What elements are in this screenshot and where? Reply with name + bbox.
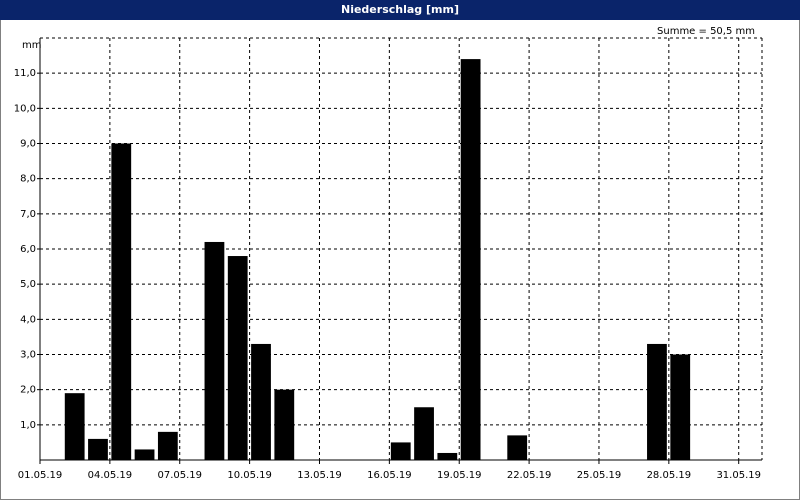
x-tick-label: 13.05.19 <box>297 470 342 481</box>
x-tick-label: 01.05.19 <box>18 470 63 481</box>
bar <box>414 407 434 460</box>
y-tick-label: 7,0 <box>20 209 36 220</box>
y-tick-label: 11,0 <box>14 68 36 79</box>
y-tick-label: 2,0 <box>20 385 36 396</box>
title-bar <box>0 0 800 20</box>
x-tick-label: 28.05.19 <box>647 470 692 481</box>
y-axis-label: mm <box>22 40 41 51</box>
annotation: Summe = 50,5 mm <box>657 26 755 37</box>
x-tick-label: 07.05.19 <box>157 470 202 481</box>
x-tick-label: 22.05.19 <box>507 470 552 481</box>
bar <box>670 354 691 460</box>
y-tick-label: 1,0 <box>20 420 36 431</box>
y-tick-label: 6,0 <box>20 244 36 255</box>
bar <box>64 393 85 460</box>
bar <box>111 143 132 460</box>
bar <box>460 59 481 460</box>
x-tick-label: 31.05.19 <box>716 470 761 481</box>
bar <box>204 241 225 460</box>
bar <box>390 442 411 460</box>
bar <box>88 438 108 460</box>
x-tick-label: 04.05.19 <box>88 470 133 481</box>
bar <box>437 452 458 460</box>
bar <box>647 343 667 460</box>
y-tick-label: 9,0 <box>20 139 36 150</box>
x-tick-label: 25.05.19 <box>577 470 622 481</box>
bar <box>134 449 155 460</box>
y-tick-label: 4,0 <box>20 314 36 325</box>
bar <box>274 389 295 460</box>
y-tick-label: 5,0 <box>20 279 36 290</box>
x-tick-label: 16.05.19 <box>367 470 412 481</box>
bar <box>251 343 271 460</box>
x-tick-label: 10.05.19 <box>227 470 272 481</box>
bar <box>157 431 178 460</box>
chart-title: Niederschlag [mm] <box>341 3 459 16</box>
y-tick-label: 8,0 <box>20 174 36 185</box>
y-tick-label: 10,0 <box>14 103 36 114</box>
x-tick-label: 19.05.19 <box>437 470 482 481</box>
y-tick-label: 3,0 <box>20 350 36 361</box>
bar <box>227 256 248 460</box>
bar <box>507 435 528 460</box>
